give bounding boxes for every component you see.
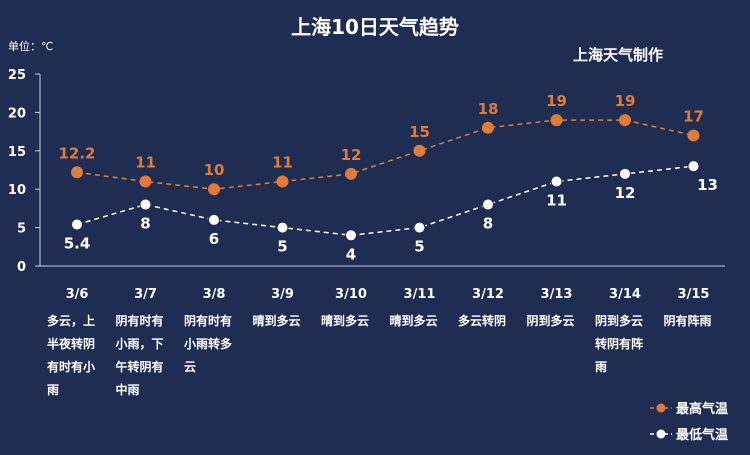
- data-point-low: [345, 229, 357, 242]
- x-axis-ticks: 3/6 3/7 3/8 3/9 3/10 3/11 3/12 3/13 3/14 3/15: [66, 287, 710, 302]
- chart-subtitle: 上海天气制作: [573, 46, 663, 64]
- weather-description-line: 转阴有阵: [595, 336, 643, 351]
- y-tick-label: 5: [17, 222, 26, 237]
- data-label-low: 6: [209, 230, 219, 248]
- unit-label: 单位：℃: [8, 39, 53, 53]
- x-tick-label: 3/6: [66, 287, 89, 302]
- weather-description-line: 多云转阴: [458, 313, 506, 328]
- series-line-low: [76, 165, 694, 237]
- data-label-high: 17: [683, 107, 704, 125]
- weather-description-line: 有时有小: [47, 359, 95, 374]
- weather-description-line: 午转阴有: [116, 359, 164, 374]
- x-tick-label: 3/12: [472, 287, 504, 302]
- y-tick-label: 25: [8, 68, 26, 83]
- data-point-high: [345, 167, 357, 180]
- y-tick-label: 20: [8, 106, 26, 121]
- weather-description-line: 阴到多云: [527, 313, 575, 328]
- series-line-high: [76, 119, 694, 190]
- data-label-high: 11: [272, 154, 293, 172]
- weather-descriptions: 多云，上半夜转阴有时有小雨阴有时有小雨，下午转阴有中雨阴有时有小雨转多云晴到多云…: [47, 313, 712, 397]
- weather-description-line: 半夜转阴: [47, 336, 95, 351]
- data-point-low: [413, 221, 426, 234]
- data-label-high: 19: [615, 92, 636, 110]
- data-point-low: [550, 175, 563, 188]
- series-layer: 12.2 11 10 11 12 15 18 19 19 17 5.4 8 6 5 4 5 8 11 12 13: [58, 92, 717, 263]
- x-tick-label: 3/15: [678, 287, 710, 302]
- data-point-low: [208, 213, 220, 226]
- data-point-low: [687, 160, 700, 173]
- data-label-high: 18: [478, 100, 499, 118]
- weather-description-line: 小雨，下: [116, 336, 164, 351]
- weather-description-line: 晴到多云: [390, 313, 438, 328]
- data-point-low: [619, 167, 631, 180]
- data-label-high: 12: [341, 146, 362, 164]
- data-label-low: 12: [615, 184, 636, 202]
- y-axis-ticks: 0 5 10 15 20 25: [8, 68, 40, 275]
- legend-label: 最低气温: [676, 427, 728, 443]
- data-point-high: [139, 175, 152, 188]
- x-tick-label: 3/10: [335, 287, 367, 302]
- data-point-high: [71, 166, 83, 179]
- data-point-low: [139, 198, 152, 211]
- data-point-high: [687, 129, 700, 142]
- data-label-low: 5.4: [64, 235, 91, 253]
- data-label-high: 19: [546, 92, 567, 110]
- weather-description-line: 阴有时有: [116, 313, 164, 328]
- data-point-high: [550, 114, 563, 127]
- legend-label: 最高气温: [676, 401, 728, 417]
- data-label-low: 11: [546, 192, 567, 210]
- x-tick-label: 3/9: [271, 287, 294, 302]
- x-tick-label: 3/7: [134, 287, 157, 302]
- weather-description-line: 雨: [47, 383, 59, 397]
- weather-description-line: 晴到多云: [321, 313, 369, 328]
- data-label-high: 15: [409, 123, 430, 141]
- data-point-high: [619, 114, 631, 127]
- data-label-high: 12.2: [58, 144, 95, 162]
- weather-description-line: 多云，上: [47, 313, 95, 328]
- data-point-high: [276, 175, 289, 188]
- weather-description-line: 雨: [595, 360, 607, 374]
- data-point-high: [413, 144, 426, 157]
- chart-title: 上海10日天气趋势: [291, 15, 459, 39]
- data-label-high: 10: [204, 161, 225, 179]
- data-label-low: 5: [414, 238, 424, 256]
- data-point-low: [482, 198, 494, 211]
- data-label-low: 5: [277, 238, 287, 256]
- data-label-low: 13: [697, 176, 718, 194]
- weather-description-line: 阴有阵雨: [664, 313, 712, 328]
- weather-description-line: 云: [184, 360, 196, 374]
- y-tick-label: 0: [17, 260, 26, 275]
- weather-description-line: 阴到多云: [595, 313, 643, 328]
- data-point-low: [71, 218, 83, 231]
- weather-description-line: 小雨转多: [184, 336, 232, 351]
- weather-description-line: 中雨: [116, 382, 140, 397]
- x-tick-label: 3/8: [203, 287, 226, 302]
- data-label-low: 8: [140, 215, 150, 233]
- data-point-high: [482, 121, 494, 134]
- data-point-high: [208, 183, 220, 196]
- data-label-high: 11: [135, 154, 156, 172]
- legend-marker: [656, 429, 666, 439]
- y-tick-label: 10: [8, 183, 26, 198]
- y-tick-label: 15: [8, 145, 26, 160]
- x-tick-label: 3/11: [404, 287, 436, 302]
- data-point-low: [276, 221, 289, 234]
- x-tick-label: 3/13: [541, 287, 573, 302]
- x-tick-label: 3/14: [609, 287, 641, 302]
- legend-marker: [656, 403, 666, 413]
- data-label-low: 4: [346, 245, 356, 263]
- weather-description-line: 晴到多云: [253, 313, 301, 328]
- weather-description-line: 阴有时有: [184, 313, 232, 328]
- data-label-low: 8: [483, 215, 493, 233]
